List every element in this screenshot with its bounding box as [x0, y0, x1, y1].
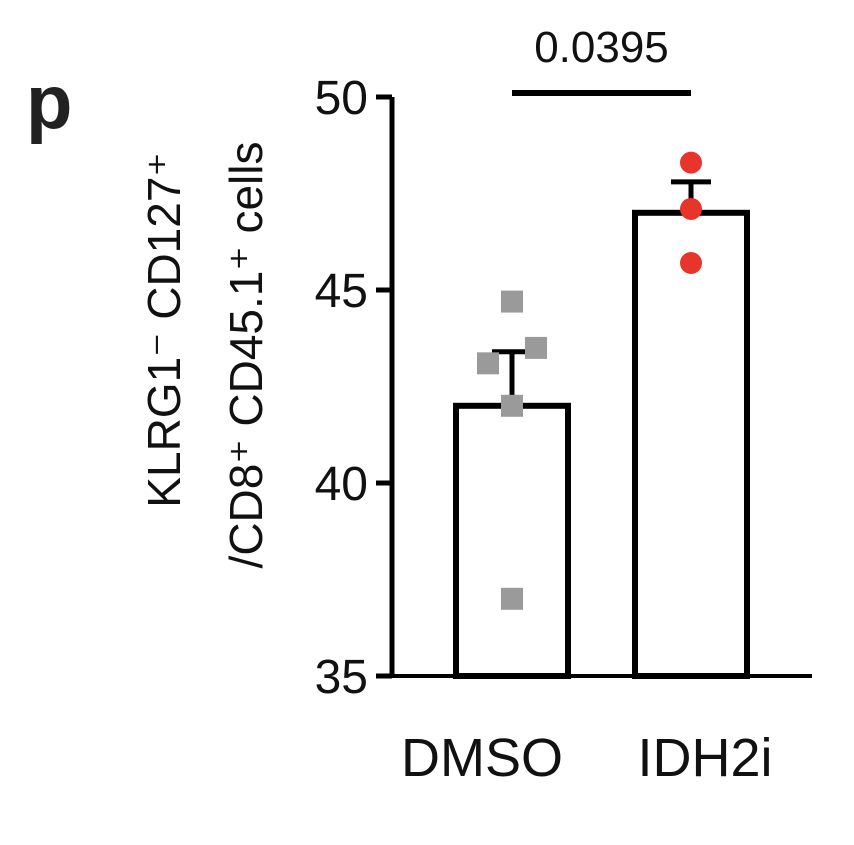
bar-idh2i	[632, 209, 750, 680]
data-point	[680, 197, 702, 220]
y-axis-label-line1: KLRG1⁻ CD127⁺	[138, 152, 190, 507]
x-tick-label-idh2i: IDH2i	[637, 728, 772, 788]
x-tick-label-dmso: DMSO	[401, 728, 563, 788]
y-tick-label: 50	[315, 72, 368, 125]
bar-dmso	[453, 402, 571, 679]
data-point	[477, 352, 499, 375]
data-point	[501, 587, 523, 610]
p-value-label: 0.0395	[534, 23, 669, 72]
data-point	[501, 290, 523, 313]
y-axis-label-line2: /CD8⁺ CD45.1⁺ cells	[220, 142, 272, 569]
y-tick-label: 35	[315, 651, 368, 704]
plot-area: 35 40 45 50 DMSO IDH2i 0.0395	[315, 23, 812, 788]
panel-label: p	[26, 60, 72, 145]
data-point	[525, 336, 547, 359]
y-tick-label: 45	[315, 265, 368, 318]
data-point	[680, 151, 702, 174]
data-point	[680, 251, 702, 274]
data-point	[501, 394, 523, 417]
y-axis-label: KLRG1⁻ CD127⁺ /CD8⁺ CD45.1⁺ cells	[138, 142, 272, 569]
y-tick-label: 40	[315, 458, 368, 511]
